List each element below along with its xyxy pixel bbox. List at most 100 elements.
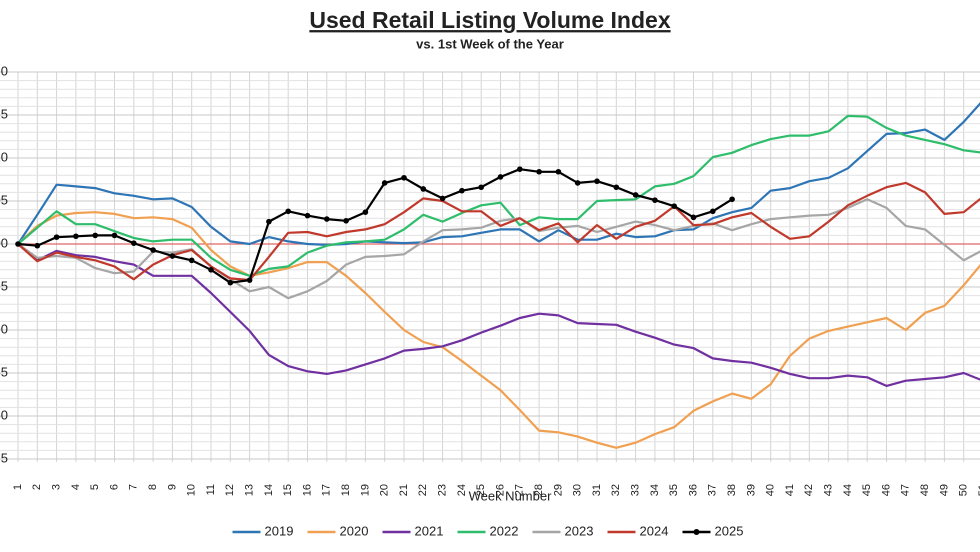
series-marker — [266, 218, 272, 225]
y-tick-label: 0.85 — [0, 364, 8, 379]
series-marker — [53, 234, 60, 240]
series-marker — [517, 166, 523, 172]
x-tick-label: 34 — [649, 484, 661, 496]
x-tick-label: 26 — [494, 484, 506, 496]
x-tick-label: 30 — [572, 484, 584, 496]
series-marker — [15, 241, 21, 247]
series-marker — [131, 240, 137, 246]
series-marker — [690, 214, 697, 221]
series-marker — [73, 233, 79, 240]
x-tick-label: 51 — [977, 484, 980, 496]
x-tick-label: 14 — [263, 484, 275, 496]
x-axis-label: Week Number — [469, 488, 553, 503]
grid: 1 2 3 4 5 6 7 8 9 10 11 12 13 14 15 16 17 18 19 20 21 22 23 24 2… — [0, 63, 980, 496]
series-marker — [227, 279, 234, 286]
legend-label: 2025 — [715, 523, 744, 538]
chart-subtitle: vs. 1st Week of the Year — [416, 36, 564, 51]
x-tick-label: 45 — [861, 484, 873, 496]
x-tick-label: 17 — [321, 484, 333, 496]
x-tick-label: 37 — [707, 484, 719, 496]
x-tick-label: 8 — [147, 484, 159, 490]
series-marker — [459, 187, 465, 194]
series-marker — [150, 247, 156, 253]
x-tick-label: 42 — [803, 484, 815, 496]
x-tick-label: 18 — [340, 484, 352, 496]
y-tick-label: 1.20 — [0, 63, 8, 78]
series-marker — [478, 184, 485, 191]
legend-label: 2020 — [340, 523, 369, 538]
legend-label: 2019 — [265, 523, 294, 538]
series-line — [17, 198, 980, 300]
x-tick-label: 13 — [244, 484, 256, 496]
x-tick-label: 35 — [668, 484, 680, 496]
x-tick-label: 44 — [842, 484, 854, 496]
y-tick-label: 0.90 — [0, 321, 8, 336]
x-tick-label: 25 — [475, 484, 487, 496]
x-tick-label: 40 — [765, 484, 777, 496]
series-line — [17, 243, 980, 387]
series-marker — [574, 180, 581, 186]
x-tick-label: 3 — [51, 484, 63, 490]
x-tick-label: 19 — [359, 484, 371, 496]
series-marker — [497, 174, 504, 180]
series-marker — [362, 209, 369, 215]
x-tick-label: 46 — [880, 484, 892, 496]
series-marker — [208, 267, 214, 273]
y-tick-label: 1.05 — [0, 192, 8, 207]
x-tick-label: 43 — [823, 484, 835, 496]
series-marker — [613, 184, 620, 191]
legend-label: 2023 — [565, 523, 594, 538]
series-marker — [401, 174, 407, 181]
x-tick-label: 48 — [919, 484, 931, 496]
x-tick-label: 16 — [301, 484, 313, 496]
x-tick-label: 23 — [437, 484, 449, 496]
series-line — [17, 168, 733, 284]
series-marker — [729, 196, 735, 203]
x-tick-label: 39 — [745, 484, 757, 496]
x-tick-label: 11 — [205, 484, 217, 495]
series-marker — [285, 208, 292, 215]
series-marker — [594, 178, 600, 185]
series-marker — [381, 180, 388, 186]
x-tick-label: 15 — [282, 484, 294, 496]
series-marker — [324, 216, 330, 222]
legend-label: 2024 — [640, 523, 669, 538]
y-tick-label: 1.15 — [0, 106, 8, 121]
x-tick-label: 20 — [379, 484, 391, 496]
x-tick-label: 22 — [417, 484, 429, 496]
x-tick-label: 21 — [398, 484, 410, 496]
x-tick-label: 33 — [630, 484, 642, 496]
x-tick-label: 12 — [224, 484, 236, 496]
x-tick-label: 31 — [591, 484, 603, 496]
series-marker — [92, 232, 98, 239]
y-tick-label: 0.80 — [0, 407, 8, 422]
series-marker — [111, 232, 118, 239]
x-tick-label: 32 — [610, 484, 622, 496]
x-tick-label: 5 — [89, 484, 101, 490]
legend-marker — [693, 529, 700, 535]
x-tick-label: 28 — [533, 484, 545, 496]
x-tick-label: 38 — [726, 484, 738, 496]
series-line — [17, 102, 980, 246]
series-marker — [652, 197, 658, 203]
x-tick-label: 29 — [552, 484, 564, 496]
series-marker — [34, 242, 41, 249]
x-tick-label: 4 — [70, 484, 82, 490]
series-marker — [671, 203, 677, 209]
y-tick-label: 1.00 — [0, 235, 8, 250]
series-marker — [710, 208, 716, 215]
x-tick-label: 1 — [12, 484, 24, 490]
x-tick-label: 49 — [938, 484, 950, 496]
series-marker — [169, 253, 176, 259]
y-tick-label: 0.75 — [0, 450, 8, 465]
x-tick-label: 27 — [514, 484, 526, 496]
series-marker — [420, 186, 427, 192]
x-tick-label: 6 — [108, 484, 120, 490]
series-marker — [188, 257, 195, 264]
x-tick-label: 2 — [31, 484, 43, 490]
series-marker — [343, 217, 349, 224]
series-marker — [439, 195, 446, 202]
x-tick-label: 7 — [128, 484, 140, 490]
series-line — [17, 211, 980, 449]
